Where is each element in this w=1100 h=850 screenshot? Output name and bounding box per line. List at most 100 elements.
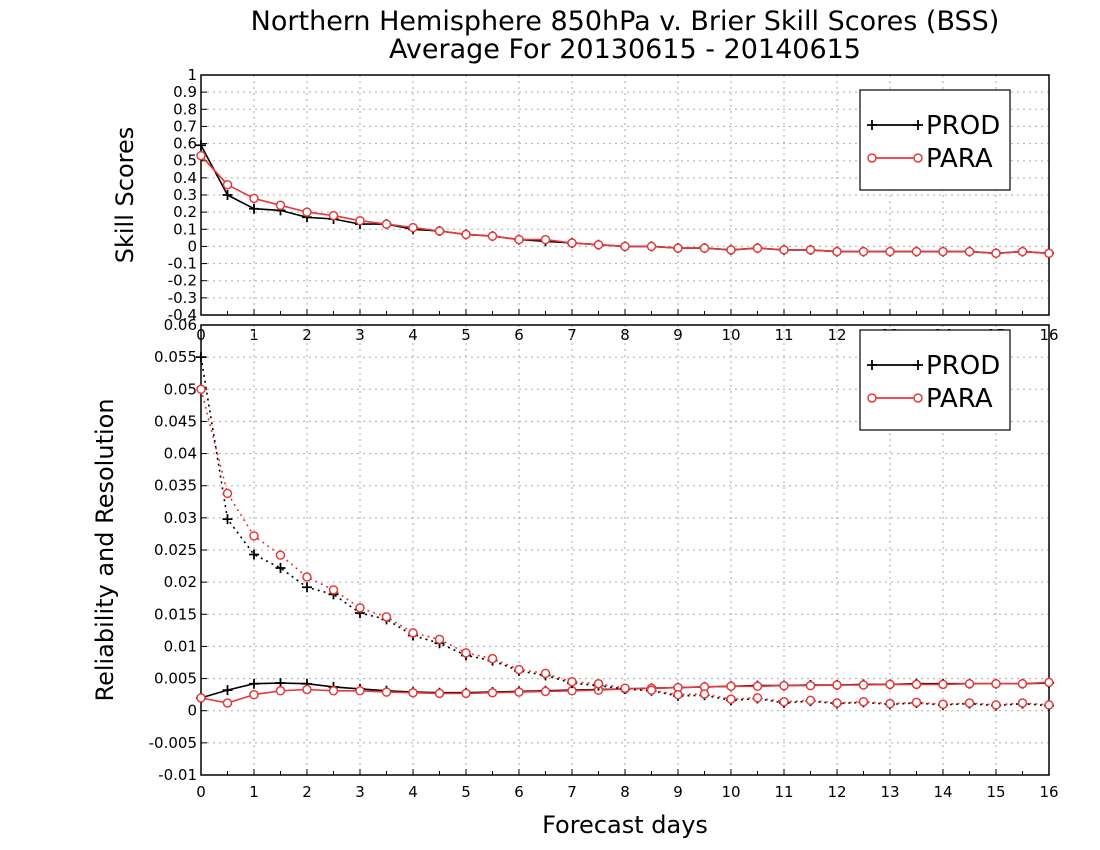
data-point-para	[726, 694, 736, 704]
data-point-para	[408, 687, 418, 698]
y-tick-label: 0.9	[173, 83, 197, 101]
data-point-para	[540, 668, 551, 679]
data-point-para	[249, 531, 259, 541]
x-tick-label: 9	[673, 326, 683, 344]
x-tick-label: 13	[880, 783, 899, 801]
y-tick-label: 0.05	[164, 380, 197, 398]
y-axis-title: Skill Scores	[111, 127, 139, 264]
data-point-para	[487, 687, 498, 698]
y-tick-label: 0.045	[154, 412, 197, 430]
y-tick-label: 0.3	[173, 186, 197, 204]
y-tick-label: -0.01	[158, 766, 197, 784]
x-tick-label: 6	[514, 326, 524, 344]
data-point-para	[1044, 248, 1054, 259]
y-tick-label: 0.025	[154, 541, 197, 559]
data-point-para	[832, 680, 842, 690]
data-point-para	[355, 603, 365, 613]
data-point-para	[911, 697, 922, 708]
x-tick-label: 4	[408, 783, 418, 801]
y-tick-label: 0.2	[173, 203, 197, 221]
data-point-para	[381, 687, 392, 697]
data-point-para	[487, 231, 498, 241]
data-point-para	[1017, 698, 1028, 708]
data-point-prod	[275, 563, 286, 573]
data-point-para	[620, 683, 630, 693]
data-point-para	[461, 688, 471, 699]
x-axis-title: Forecast days	[542, 811, 708, 839]
y-tick-label: 0.8	[173, 100, 197, 118]
data-point-para	[938, 246, 948, 257]
x-tick-label: 9	[673, 783, 683, 801]
x-tick-label: 7	[567, 783, 577, 801]
legend-label-para: PARA	[926, 384, 993, 414]
x-tick-label: 1	[249, 326, 259, 344]
x-tick-label: 12	[827, 783, 846, 801]
legend-box	[859, 89, 1011, 191]
data-point-para	[222, 488, 233, 499]
y-tick-label: 0.055	[154, 348, 197, 366]
x-tick-label: 5	[461, 783, 471, 801]
data-point-para	[673, 243, 683, 253]
data-point-para	[991, 700, 1001, 710]
data-point-prod	[249, 678, 259, 689]
x-tick-label: 14	[933, 783, 952, 801]
data-point-para	[699, 689, 710, 699]
legend-marker-para	[913, 393, 923, 403]
data-point-para	[646, 241, 657, 252]
data-point-prod	[222, 514, 233, 525]
legend-marker-para	[867, 393, 877, 403]
data-point-para	[302, 572, 312, 582]
data-point-para	[381, 219, 392, 229]
data-point-para	[196, 693, 206, 703]
data-point-para	[434, 688, 445, 699]
data-point-para	[779, 680, 789, 691]
x-tick-label: 0	[196, 783, 206, 801]
data-point-para	[249, 689, 259, 700]
data-point-para	[885, 698, 895, 709]
y-tick-label: 0.1	[173, 220, 197, 238]
data-point-para	[858, 246, 869, 257]
x-tick-label: 2	[302, 326, 312, 344]
y-tick-label: 0.6	[173, 135, 197, 153]
y-tick-label: -0.2	[168, 272, 197, 290]
y-tick-label: 1	[187, 66, 197, 84]
data-point-para	[222, 698, 233, 708]
y-tick-label: 0	[187, 237, 197, 255]
y-tick-label: -0.1	[168, 255, 197, 273]
data-point-para	[302, 207, 312, 217]
data-point-para	[752, 693, 763, 703]
data-point-para	[858, 696, 869, 707]
data-point-para	[911, 246, 922, 257]
data-point-para	[540, 686, 551, 697]
x-tick-label: 1	[249, 783, 259, 801]
data-point-para	[381, 612, 392, 622]
x-tick-label: 8	[620, 326, 630, 344]
data-point-para	[487, 653, 498, 664]
data-point-para	[805, 695, 816, 706]
data-point-para	[1017, 678, 1028, 689]
data-point-prod	[302, 582, 312, 593]
data-point-para	[434, 634, 445, 645]
y-tick-label: 0.005	[154, 670, 197, 688]
data-point-para	[779, 696, 789, 707]
data-point-prod	[196, 140, 206, 151]
y-tick-label: 0.01	[164, 637, 197, 655]
legend-label-para: PARA	[926, 144, 993, 174]
y-tick-label: -0.4	[168, 306, 197, 324]
data-point-para	[1044, 700, 1054, 710]
x-tick-label: 11	[774, 783, 793, 801]
data-point-prod	[222, 685, 233, 696]
data-point-para	[938, 699, 948, 710]
y-tick-label: -0.3	[168, 289, 197, 307]
data-point-para	[752, 681, 763, 692]
data-point-prod	[222, 190, 233, 200]
x-tick-label: 10	[721, 326, 740, 344]
x-tick-label: 3	[355, 783, 365, 801]
y-tick-label: 0.04	[164, 445, 197, 463]
data-point-prod	[249, 549, 259, 560]
legend-box	[859, 329, 1011, 431]
data-point-para	[593, 678, 604, 689]
data-point-para	[302, 684, 312, 695]
data-point-para	[726, 681, 736, 692]
data-point-prod	[249, 203, 259, 214]
